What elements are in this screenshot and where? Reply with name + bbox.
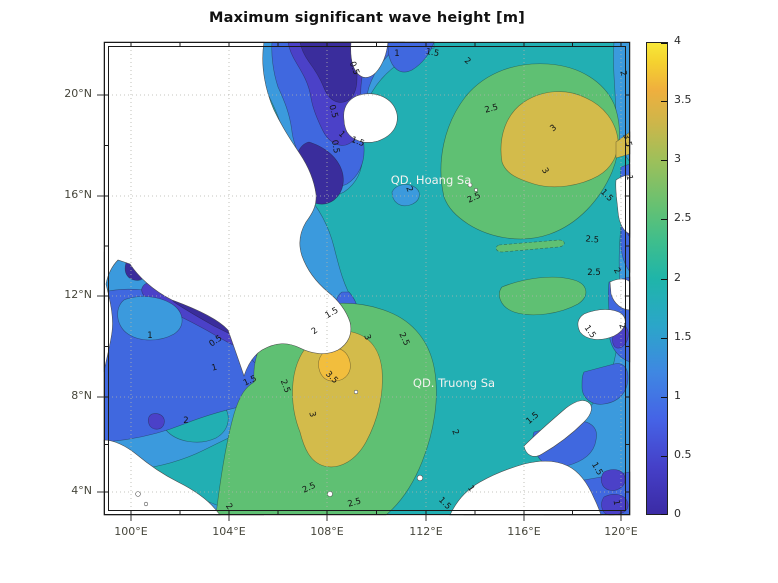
contour-map: 0.51 1.5220.50.511.52.5333.511.522.52.52.… <box>97 41 634 521</box>
land-visayas <box>577 309 626 340</box>
band-3-south-core <box>292 330 383 468</box>
band-1-china-coast <box>387 41 435 73</box>
contour-label: 1 <box>394 49 399 59</box>
contour-label: 2.5 <box>347 496 363 509</box>
contour-label: 2 <box>310 326 320 337</box>
colorbar-tick-label: 1 <box>674 388 681 402</box>
place-annotation: QD. Hoang Sa <box>391 173 472 187</box>
colorbar-tick <box>661 455 667 457</box>
land-palawan <box>523 400 592 457</box>
map-annotations: QD. Hoang Sa QD. Truong Sa <box>391 173 495 390</box>
contour-label: 1 <box>624 174 635 181</box>
land-borneo <box>449 460 602 516</box>
contour-label: 1 <box>465 484 476 494</box>
contour-label: 2 <box>449 428 460 437</box>
band-0p5-borneo-n <box>600 469 626 491</box>
contour-label: 1 <box>611 499 622 506</box>
band-0p5-borneo-se <box>601 494 629 516</box>
island-sw-1 <box>135 491 141 497</box>
colorbar-tick <box>661 513 667 515</box>
contour-label: 2.5 <box>278 378 292 394</box>
graticule-gridlines <box>104 42 630 515</box>
band-1p5-hoangsa-pocket <box>391 184 420 207</box>
place-annotation: QD. Truong Sa <box>413 376 495 390</box>
band-2p5-sliver-dashed <box>495 239 565 253</box>
contour-label: 1 <box>211 363 219 374</box>
contour-label: 0.5 <box>326 104 339 120</box>
x-tick-label: 116°E <box>507 525 541 538</box>
island-hoang-sa <box>467 182 473 188</box>
contour-label: 1 <box>336 129 347 140</box>
contour-label: 3 <box>539 166 550 176</box>
colorbar-tick-label: 2.5 <box>674 211 692 225</box>
contour-label: 0.5 <box>329 139 341 154</box>
contour-label: 0.5 <box>347 60 361 76</box>
contour-label: 2 <box>403 185 414 194</box>
colorbar-tick-label: 0 <box>674 507 681 520</box>
contour-label: 2 <box>183 416 188 426</box>
colorbar-tick <box>661 42 667 44</box>
land-leizhou <box>350 41 389 78</box>
island-natuna <box>416 474 424 482</box>
contour-label: 2 <box>616 322 627 331</box>
contour-label: 2 <box>223 502 234 512</box>
colorbar-tick-label: 1.5 <box>674 329 692 343</box>
map-plot-area: 0.5 1 1.5 2 2 0.5 0.5 1 1.5 2.5 3 3 3.5 1 1.5 2 2.5 2.5 2.… <box>97 41 634 521</box>
x-tick-label: 112°E <box>409 525 443 538</box>
x-tick-label: 120°E <box>604 525 638 538</box>
y-tick-label: 16°N <box>64 188 92 201</box>
x-tick-label: 108°E <box>310 525 344 538</box>
band-1p5-gulfthai-pocket <box>117 296 183 341</box>
colorbar <box>646 42 668 515</box>
colorbar-tick-label: 3 <box>674 152 681 166</box>
band-0p5-camau-sliver <box>147 413 165 430</box>
contour-label: 3.5 <box>620 133 633 149</box>
colorbar-tick-label: 3.5 <box>674 93 692 107</box>
island-hoang-sa-2 <box>474 188 478 192</box>
island-truong-sa <box>353 389 359 395</box>
contour-label: 2 <box>617 70 628 78</box>
contour-label: 3 <box>361 333 372 342</box>
contour-label: 2.5 <box>587 268 601 278</box>
colorbar-tick-label: 4 <box>674 34 681 47</box>
map-frame <box>97 42 630 521</box>
land-mainland <box>103 41 352 377</box>
colorbar-tick <box>661 337 667 339</box>
x-tick-label: 100°E <box>114 525 148 538</box>
land-malay-peninsula <box>103 439 221 516</box>
contour-label: 1.5 <box>425 47 440 59</box>
colorbar-tick-label: 2 <box>674 270 681 284</box>
y-tick-label: 8°N <box>71 389 92 402</box>
colorbar-tick <box>661 160 667 162</box>
x-tick-label: 104°E <box>212 525 246 538</box>
colorbar-tick-label: 0.5 <box>674 447 692 461</box>
y-tick-label: 12°N <box>64 288 92 301</box>
contour-label: 2.5 <box>585 234 599 245</box>
band-2p5-patch-east <box>499 276 587 316</box>
contour-label: 3 <box>306 411 317 419</box>
colorbar-tick <box>661 101 667 103</box>
colorbar-tick <box>661 219 667 221</box>
y-tick-label: 4°N <box>71 484 92 497</box>
island-sw-2 <box>143 501 149 507</box>
contour-label: 1 <box>147 331 152 341</box>
colorbar-tick <box>661 396 667 398</box>
chart-title: Maximum significant wave height [m] <box>208 10 526 26</box>
y-tick-label: 20°N <box>64 87 92 100</box>
contour-label: 1.5 <box>350 135 366 149</box>
contour-label: 3 <box>548 123 559 134</box>
contour-label: 2 <box>462 56 473 67</box>
colorbar-tick <box>661 278 667 280</box>
contour-label: 2.5 <box>484 102 500 115</box>
contour-label: 2 <box>611 266 622 276</box>
